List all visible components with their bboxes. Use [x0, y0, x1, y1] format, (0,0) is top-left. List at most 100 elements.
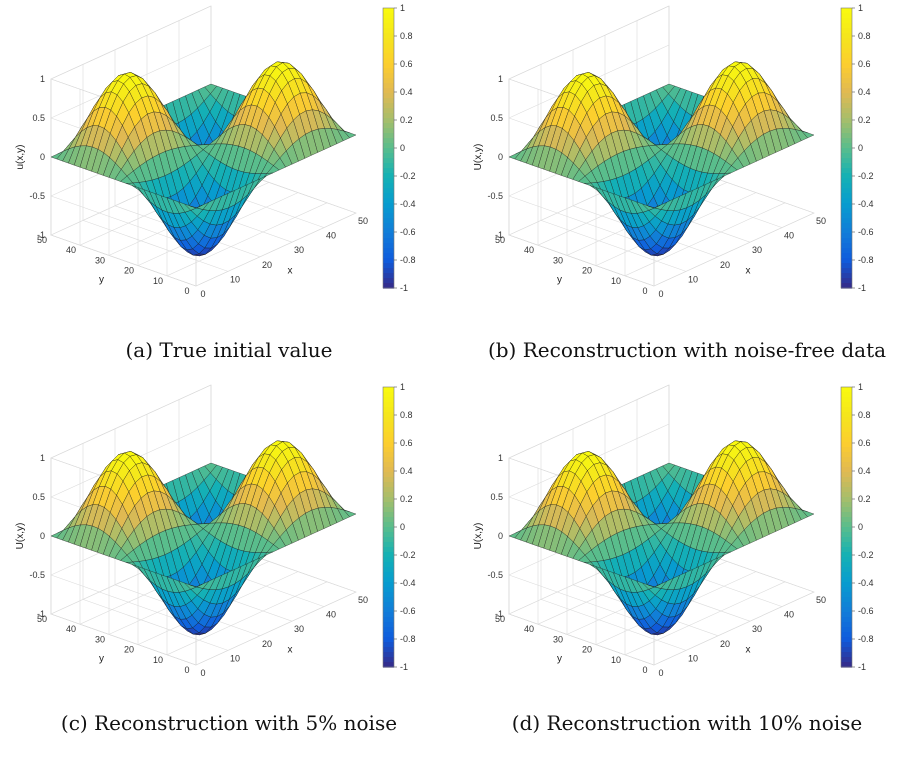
colorbar-segment: [841, 662, 852, 668]
colorbar-tick-label: 0.4: [858, 466, 871, 476]
y-axis-label: y: [99, 275, 104, 286]
z-tick-label: -1: [37, 609, 45, 619]
colorbar-segment: [383, 88, 394, 94]
colorbar-segment: [383, 417, 394, 423]
colorbar-segment: [383, 592, 394, 598]
y-tick-label: 30: [553, 634, 563, 644]
colorbar-segment: [383, 432, 394, 438]
colorbar-segment: [841, 258, 852, 264]
colorbar-segment: [841, 572, 852, 578]
grid-line: [653, 212, 815, 287]
colorbar-tick-label: 1: [400, 3, 405, 13]
z-axis-label: U(x,y): [473, 144, 484, 171]
colorbar-segment: [383, 412, 394, 418]
colorbar-tick-label: -1: [400, 662, 408, 672]
colorbar-segment: [841, 138, 852, 144]
z-tick-label: 0.5: [490, 492, 503, 502]
colorbar-segment: [841, 38, 852, 44]
x-axis-label: x: [288, 266, 293, 277]
x-tick-label: 20: [262, 639, 272, 649]
colorbar-segment: [383, 38, 394, 44]
colorbar-segment: [841, 592, 852, 598]
colorbar-segment: [841, 123, 852, 129]
colorbar-tick-label: 0: [400, 143, 405, 153]
colorbar-segment: [383, 622, 394, 628]
colorbar-segment: [841, 407, 852, 413]
colorbar-segment: [841, 133, 852, 139]
colorbar-segment: [841, 637, 852, 643]
y-tick-label: 0: [642, 286, 647, 296]
axes-labels: 0102030405001020304050-1-0.500.51xyU(x,y…: [15, 453, 368, 678]
colorbar-segment: [841, 58, 852, 64]
surface-chart: 0102030405001020304050-1-0.500.51xyU(x,y…: [473, 3, 874, 299]
colorbar-segment: [383, 208, 394, 214]
surface-chart: 0102030405001020304050-1-0.500.51xyU(x,y…: [473, 382, 874, 678]
y-tick-label: 0: [184, 665, 189, 675]
x-tick-label: 40: [326, 610, 336, 620]
y-tick-label: 10: [153, 655, 163, 665]
colorbar-segment: [841, 417, 852, 423]
grid-line: [195, 591, 357, 666]
colorbar-segment: [383, 213, 394, 219]
colorbar-segment: [383, 492, 394, 498]
colorbar-segment: [841, 462, 852, 468]
grid-line: [166, 202, 328, 277]
colorbar-segment: [841, 208, 852, 214]
surface-mesh: [508, 440, 815, 636]
colorbar-segment: [841, 128, 852, 134]
grid-line: [508, 234, 655, 287]
colorbar-segment: [841, 512, 852, 518]
z-tick-label: 0: [498, 531, 503, 541]
colorbar-segment: [841, 652, 852, 658]
colorbar-segment: [841, 547, 852, 553]
colorbar-segment: [383, 602, 394, 608]
y-axis-label: y: [557, 275, 562, 286]
colorbar-segment: [841, 78, 852, 84]
colorbar-tick-label: -0.2: [858, 550, 874, 560]
x-tick-label: 0: [200, 289, 205, 299]
colorbar-segment: [383, 512, 394, 518]
colorbar-segment: [383, 238, 394, 244]
colorbar-segment: [841, 632, 852, 638]
colorbar-segment: [841, 472, 852, 478]
z-tick-label: 0.5: [32, 113, 45, 123]
grid-line: [195, 212, 357, 287]
colorbar-segment: [383, 33, 394, 39]
colorbar-segment: [841, 552, 852, 558]
colorbar-segment: [841, 412, 852, 418]
panel-caption: (b) Reconstruction with noise-free data: [487, 338, 887, 362]
colorbar-segment: [383, 218, 394, 224]
colorbar-segment: [383, 582, 394, 588]
x-tick-label: 40: [326, 231, 336, 241]
colorbar-tick-label: 0.4: [400, 87, 413, 97]
surface-chart: 0102030405001020304050-1-0.500.51xyu(x,y…: [15, 3, 416, 299]
colorbar-segment: [383, 527, 394, 533]
colorbar-segment: [841, 492, 852, 498]
panel-d: 0 10 20 30 40 50 0 10 20 30 40 50 -1 -0.5 0 0.5 1 x y U(x,y…: [458, 379, 916, 758]
colorbar-segment: [383, 158, 394, 164]
colorbar-segment: [841, 63, 852, 69]
z-tick-label: -0.5: [487, 191, 503, 201]
x-axis-label: x: [746, 266, 751, 277]
z-tick-label: -0.5: [487, 570, 503, 580]
colorbar-segment: [841, 627, 852, 633]
colorbar-segment: [383, 402, 394, 408]
colorbar-segment: [841, 387, 852, 393]
colorbar-tick-label: 1: [858, 382, 863, 392]
x-tick-label: 0: [200, 668, 205, 678]
panel-a: 0 10 20 30 40 50 0 10 20 30 40 50 -1 -0.5 0 0.5 1 x y u(x,y…: [0, 0, 458, 379]
colorbar-segment: [841, 68, 852, 74]
colorbar-segment: [841, 13, 852, 19]
colorbar-segment: [383, 572, 394, 578]
colorbar: -1 -0.8 -0.6 -0.4 -0.2 0 0.2 0.4 0.6 0.8 1: [840, 3, 874, 293]
plot-area: 0102030405001020304050-1-0.500.51xyU(x,y…: [473, 3, 874, 299]
z-tick-label: -1: [495, 230, 503, 240]
colorbar-segment: [383, 183, 394, 189]
colorbar-segment: [841, 173, 852, 179]
y-tick-label: 30: [553, 255, 563, 265]
grid-line: [50, 574, 197, 627]
colorbar-segment: [841, 283, 852, 289]
colorbar-segment: [841, 88, 852, 94]
grid-line: [540, 599, 687, 651]
colorbar-segment: [383, 28, 394, 34]
